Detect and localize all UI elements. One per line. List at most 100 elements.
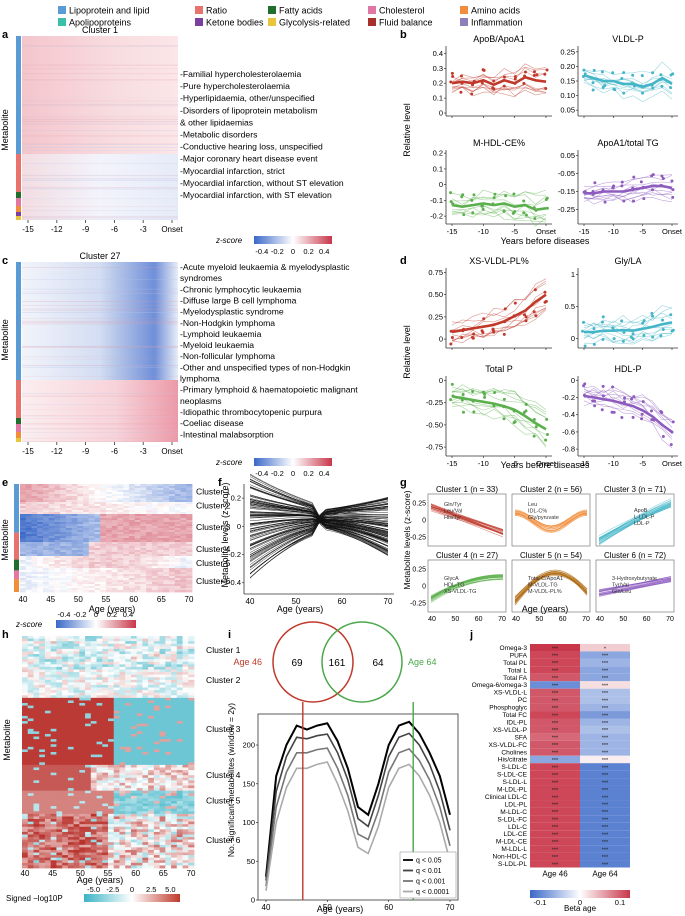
heat-cell: [65, 510, 72, 513]
heat-cell: [22, 659, 29, 663]
heat-cell: [50, 806, 57, 810]
heat-cell: [56, 659, 63, 663]
heat-cell: [48, 576, 55, 579]
data-point: [491, 328, 495, 332]
heat-cell: [50, 733, 57, 737]
heat-cell: [31, 526, 38, 529]
heat-cell: [182, 700, 189, 704]
heat-cell: [90, 684, 97, 688]
heat-cell: [25, 568, 32, 571]
metabolite-curve: [514, 573, 588, 603]
heat-cell: [182, 664, 189, 668]
heat-cell: [165, 736, 172, 740]
heat-cell: [180, 510, 187, 513]
heat-cell: [106, 510, 113, 513]
heat-cell: [176, 795, 183, 799]
heat-cell: [159, 641, 166, 645]
heat-cell: [85, 759, 92, 763]
heat-cell: [33, 651, 40, 655]
heat-cell: [79, 723, 86, 727]
heat-cell: [50, 816, 57, 820]
heat-cell: [88, 518, 95, 521]
heat-cell: [108, 736, 115, 740]
subplot-frame: [511, 559, 591, 613]
heat-cell: [151, 550, 158, 553]
heat-cell: [90, 687, 97, 691]
data-point: [601, 384, 605, 388]
heat-cell: [102, 813, 109, 817]
data-point: [545, 206, 549, 210]
heat-cell: [136, 741, 143, 745]
heat-cell: [79, 713, 86, 717]
heat-cell: [176, 659, 183, 663]
heat-cell: [113, 728, 120, 732]
heat-cell: [90, 788, 97, 792]
heat-cell: [142, 690, 149, 694]
category-bar: [14, 484, 19, 533]
heat-cell: [169, 550, 176, 553]
heat-cell: [171, 695, 178, 699]
heat-cell: [33, 831, 40, 835]
heat-cell: [159, 700, 166, 704]
heat-cell: [140, 490, 147, 493]
heat-cell: [67, 808, 74, 812]
heat-cell: [142, 736, 149, 740]
heat-cell: [62, 819, 69, 822]
heat-cell: [25, 586, 32, 589]
heat-cell: [94, 584, 101, 587]
heat-cell: [39, 695, 46, 699]
heat-cell: [42, 568, 50, 571]
heat-cell: [157, 492, 164, 495]
heat-cell: [79, 811, 86, 815]
heat-cell: [153, 669, 160, 673]
heat-cell: [146, 532, 153, 535]
heat-cell: [119, 703, 126, 706]
heat-cell: [56, 816, 63, 820]
heat-cell: [148, 746, 155, 750]
heat-cell: [94, 486, 101, 489]
heat-cell: [153, 736, 160, 740]
heat-cell: [182, 780, 189, 784]
individual-trajectory: [451, 63, 547, 82]
heat-cell: [94, 516, 101, 519]
heat-cell: [106, 498, 113, 501]
heat-cell: [171, 731, 178, 735]
heat-cell: [42, 496, 50, 499]
heat-cell: [39, 705, 46, 709]
heat-cell: [44, 795, 52, 799]
heat-cell: [151, 562, 158, 565]
heat-cell: [20, 576, 27, 579]
heat-cell: [165, 752, 172, 755]
legend-label: Amino acids: [471, 6, 521, 16]
heat-cell: [151, 532, 158, 535]
heat-cell: [180, 502, 187, 505]
heat-cell: [42, 534, 50, 537]
heat-cell: [113, 808, 120, 812]
heat-cell: [22, 687, 29, 691]
heat-cell: [60, 512, 67, 515]
heat-cell: [37, 498, 44, 501]
heat-cell: [94, 524, 101, 527]
heat-cell: [56, 831, 63, 835]
heat-cell: [123, 574, 130, 577]
heat-cell: [108, 710, 115, 714]
heat-cell: [140, 492, 147, 495]
heat-cell: [31, 538, 38, 541]
heat-cell: [54, 550, 61, 553]
heat-cell: [85, 705, 92, 709]
heat-cell: [180, 538, 187, 541]
heat-cell: [113, 648, 120, 652]
category-bar-fatty: [16, 418, 21, 424]
heat-cell: [42, 546, 50, 549]
heat-cell: [39, 793, 46, 797]
heat-cell: [123, 534, 130, 537]
heat-cell: [108, 723, 115, 727]
heat-cell: [27, 646, 34, 650]
heat-cell: [79, 800, 86, 804]
heat-cell: [113, 721, 120, 725]
heat-cell: [20, 488, 27, 491]
heat-cell: [159, 636, 166, 639]
heat-cell: [186, 578, 193, 581]
heat-cell: [108, 749, 115, 753]
heat-cell: [73, 674, 80, 678]
